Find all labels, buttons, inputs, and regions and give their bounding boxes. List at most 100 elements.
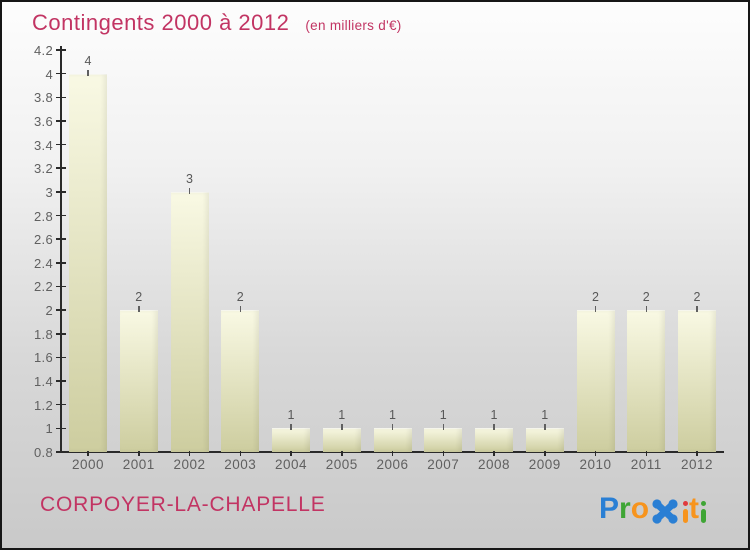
y-axis-tick — [56, 380, 66, 382]
y-axis-tick-label: 2.6 — [34, 232, 53, 248]
x-axis-tick — [239, 451, 241, 456]
y-axis-tick — [56, 403, 66, 406]
y-axis-tick-label: 3.8 — [34, 90, 53, 106]
x-axis-tick-label: 2007 — [427, 457, 460, 472]
bar-leader-tick — [87, 69, 89, 76]
bar — [170, 191, 209, 452]
y-axis-tick-label: 3.4 — [34, 137, 53, 153]
x-axis-tick — [138, 451, 140, 456]
y-axis-tick-label: 3 — [45, 184, 53, 200]
x-axis-tick — [391, 451, 394, 456]
x-axis-tick — [442, 451, 444, 456]
bar-value-label: 2 — [592, 290, 599, 305]
x-axis-tick-label: 2005 — [325, 457, 358, 472]
bar-value-label: 2 — [642, 290, 650, 305]
bar-value-label: 2 — [135, 290, 143, 305]
y-axis-tick-label: 1.8 — [34, 326, 53, 342]
y-axis-tick-label: 2 — [45, 303, 53, 319]
bar — [678, 310, 716, 452]
y-axis-tick — [56, 238, 66, 240]
x-axis-tick — [188, 451, 191, 456]
bar-value-label: 1 — [389, 408, 396, 423]
x-axis-tick-label: 2000 — [71, 457, 105, 472]
y-axis-line — [60, 46, 62, 452]
y-axis-tick-label: 4 — [45, 66, 53, 82]
y-axis-tick-label: 1.2 — [34, 397, 53, 413]
x-axis-tick — [493, 451, 495, 456]
x-axis-tick-label: 2004 — [274, 457, 308, 472]
y-axis-tick — [56, 167, 66, 169]
chart-subtitle: (en milliers d'€) — [305, 18, 402, 33]
x-axis-tick — [696, 451, 698, 456]
bar-value-label: 1 — [490, 408, 498, 423]
logo-i-dot — [682, 501, 688, 506]
bar-leader-tick — [188, 187, 191, 194]
logo-x-icon — [652, 499, 678, 524]
bar-leader-tick — [493, 424, 495, 431]
bar — [627, 310, 666, 452]
logo-letter-i — [682, 501, 688, 524]
bar — [272, 428, 310, 452]
bar-value-label: 2 — [236, 290, 244, 305]
logo-i-dot — [700, 501, 706, 506]
y-axis-tick-label: 2.2 — [34, 279, 53, 295]
y-axis-tick-label: 4.2 — [34, 43, 53, 58]
y-axis-tick-label: 1.4 — [34, 374, 53, 390]
bar-leader-tick — [442, 424, 444, 431]
logo-letter-o: o — [630, 492, 650, 525]
bar-leader-tick — [239, 306, 241, 313]
bar-value-label: 1 — [287, 408, 295, 423]
y-axis-tick-label: 2.4 — [34, 255, 53, 271]
x-axis-tick-label: 2010 — [579, 457, 612, 472]
y-axis-tick — [56, 309, 66, 311]
logo-letter-P: P — [599, 492, 620, 525]
y-axis-tick-label: 3.2 — [34, 161, 53, 177]
y-axis-tick — [56, 72, 66, 75]
x-axis-tick — [594, 451, 597, 456]
x-axis-tick-label: 2011 — [630, 457, 662, 472]
x-axis-tick — [341, 451, 343, 456]
y-axis-tick — [56, 191, 66, 193]
y-axis-tick — [56, 143, 66, 146]
x-axis-tick-label: 2009 — [528, 457, 561, 472]
y-axis-tick-label: 0.8 — [34, 445, 53, 460]
x-axis-tick — [87, 451, 89, 456]
y-axis-tick-label: 1.6 — [34, 350, 53, 366]
x-axis-tick-label: 2001 — [122, 457, 155, 472]
y-axis-tick — [56, 262, 66, 264]
bar-value-label: 1 — [439, 408, 447, 423]
bar-value-label: 4 — [84, 53, 92, 68]
logo-letter-i — [700, 501, 706, 524]
x-axis-tick-label: 2012 — [680, 457, 714, 472]
bar — [221, 310, 260, 452]
x-axis-tick-label: 2003 — [224, 457, 257, 472]
bar-value-label: 1 — [338, 408, 346, 423]
bar — [322, 428, 361, 452]
bar-value-label: 1 — [541, 408, 549, 423]
bar — [69, 73, 107, 452]
bar — [373, 428, 412, 452]
x-axis-tick-label: 2002 — [173, 457, 206, 472]
bar-leader-tick — [290, 424, 292, 431]
bar-leader-tick — [696, 306, 698, 313]
bar-leader-tick — [391, 424, 394, 431]
bar-leader-tick — [645, 306, 647, 313]
x-axis-tick — [290, 451, 292, 456]
y-axis-tick — [56, 120, 66, 122]
footer-place-name: CORPOYER-LA-CHAPELLE — [40, 493, 326, 516]
plot-area: 0.8 1 1.2 1.4 1.6 1.8 2 2.2 2.4 2.6 2.8 3 3.2 3.4 3.6 3… — [34, 43, 724, 472]
bar — [119, 310, 158, 452]
bar — [525, 428, 564, 452]
x-axis-tick-label: 2008 — [477, 457, 511, 472]
bar — [424, 428, 463, 452]
y-axis-tick — [56, 96, 66, 99]
y-axis-tick-label: 3.6 — [34, 113, 53, 129]
bar-leader-tick — [138, 306, 140, 313]
bar-value-label: 2 — [693, 290, 701, 305]
y-axis-tick — [56, 214, 66, 217]
bar-value-label: 3 — [186, 171, 193, 186]
y-axis-tick — [56, 49, 66, 51]
y-axis-tick — [56, 451, 66, 453]
